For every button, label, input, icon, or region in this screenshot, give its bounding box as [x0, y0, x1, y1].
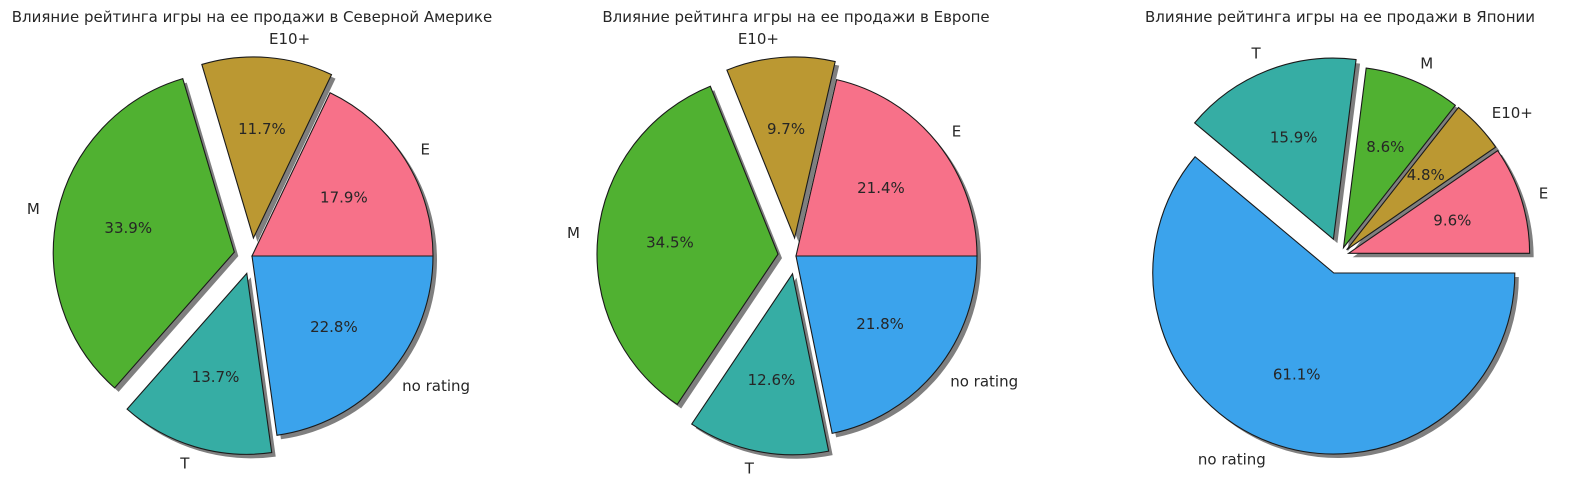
- value-label-e: 9.6%: [1433, 212, 1471, 230]
- value-label-no-rating: 61.1%: [1273, 366, 1321, 384]
- wedge-t: [1193, 57, 1357, 241]
- category-label-e: E: [420, 140, 429, 158]
- value-label-no-rating: 22.8%: [310, 318, 358, 336]
- wedge-e10-plus: [1346, 106, 1497, 251]
- category-label-e10-plus: E10+: [1492, 104, 1533, 122]
- value-label-t: 15.9%: [1270, 129, 1318, 147]
- pie-labels: E 17.9% E10+ 11.7% M 33.9% T 13.7% no rating 22.8…: [27, 30, 470, 473]
- value-label-e10-plus: 11.7%: [238, 120, 286, 138]
- category-label-no-rating: no rating: [950, 372, 1018, 390]
- category-label-e10-plus: E10+: [269, 30, 310, 48]
- category-label-m: M: [1420, 54, 1433, 72]
- wedge-m: [596, 85, 779, 406]
- category-label-e: E: [1539, 185, 1548, 203]
- pie-chart-3: Влияние рейтинга игры на ее продажи в Яп…: [1145, 8, 1548, 469]
- category-label-m: M: [27, 200, 40, 218]
- value-label-m: 33.9%: [104, 219, 152, 237]
- wedge-e: [251, 91, 434, 257]
- pie-wedges: [1152, 57, 1531, 455]
- chart-title: Влияние рейтинга игры на ее продажи в Яп…: [1145, 8, 1535, 26]
- wedge-m: [52, 77, 235, 389]
- wedge-e: [1346, 149, 1531, 254]
- wedge-t: [126, 272, 273, 455]
- pie-chart-1: Влияние рейтинга игры на ее продажи в Се…: [12, 8, 492, 472]
- category-label-e10-plus: E10+: [738, 30, 779, 48]
- pie-labels: E 21.4% E10+ 9.7% M 34.5% T 12.6% no rating 21.8%: [567, 30, 1018, 478]
- pie-wedges: [52, 56, 434, 455]
- wedge-no-rating: [1152, 155, 1516, 455]
- chart-title: Влияние рейтинга игры на ее продажи в Ев…: [602, 8, 989, 26]
- pie-wedges: [596, 56, 978, 456]
- category-label-t: T: [179, 454, 190, 472]
- wedge-t: [690, 272, 830, 456]
- pie-labels: E 9.6% E10+ 4.8% M 8.6% T 15.9% no rating 61.1%: [1198, 44, 1548, 468]
- value-label-e10-plus: 4.8%: [1407, 166, 1445, 184]
- wedge-e10-plus: [201, 56, 333, 240]
- value-label-t: 13.7%: [192, 368, 240, 386]
- wedge-no-rating: [795, 255, 978, 435]
- pie-chart-2: Влияние рейтинга игры на ее продажи в Ев…: [567, 8, 1018, 478]
- value-label-t: 12.6%: [748, 371, 796, 389]
- value-label-m: 34.5%: [646, 233, 694, 251]
- category-label-t: T: [1251, 44, 1262, 62]
- category-label-no-rating: no rating: [1198, 451, 1266, 469]
- category-label-no-rating: no rating: [402, 377, 470, 395]
- value-label-m: 8.6%: [1366, 138, 1404, 156]
- category-label-e: E: [952, 123, 961, 141]
- chart-title: Влияние рейтинга игры на ее продажи в Се…: [12, 8, 492, 26]
- value-label-e10-plus: 9.7%: [767, 120, 805, 138]
- value-label-no-rating: 21.8%: [856, 315, 904, 333]
- category-label-m: M: [567, 224, 580, 242]
- value-label-e: 21.4%: [857, 179, 905, 197]
- wedge-no-rating: [251, 255, 434, 436]
- wedge-e: [795, 78, 978, 257]
- wedge-m: [1342, 67, 1457, 250]
- category-label-t: T: [744, 460, 755, 478]
- value-label-e: 17.9%: [320, 189, 368, 207]
- wedge-e10-plus: [726, 56, 836, 240]
